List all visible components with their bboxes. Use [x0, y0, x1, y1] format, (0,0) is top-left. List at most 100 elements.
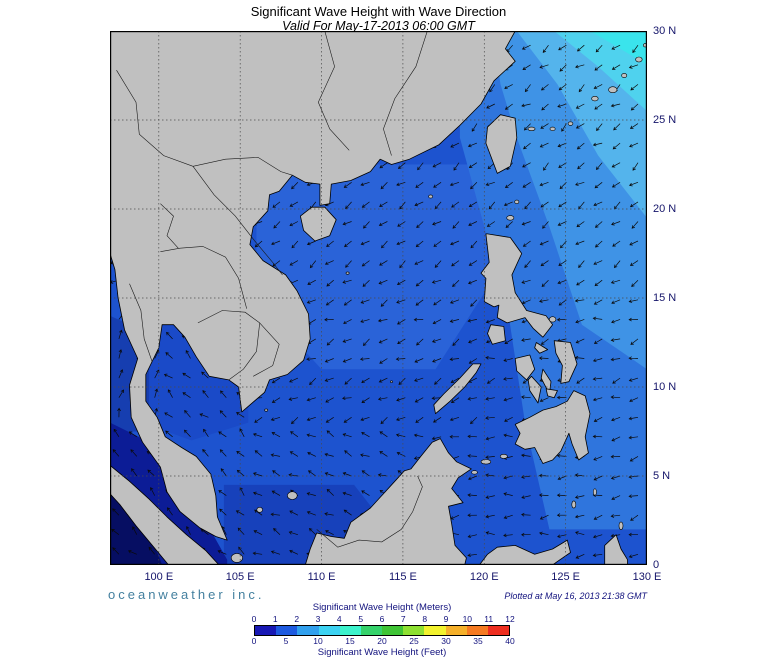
country-border	[192, 166, 283, 276]
colorbar-segment	[318, 626, 340, 635]
lon-tick-label: 120 E	[469, 571, 499, 583]
land-mass	[110, 464, 220, 565]
colorbar-segment	[276, 626, 298, 635]
island	[390, 380, 393, 383]
land-mass	[478, 539, 571, 565]
country-border	[316, 475, 423, 548]
longitude-axis: 100 E 105 E 110 E 115 E 120 E 125 E 130 E	[0, 571, 775, 585]
island	[618, 521, 624, 530]
colorbar-meters-scale: 0 1 2 3 4 5 6 7 8 9 10 11 12	[252, 614, 515, 625]
land-mass	[304, 438, 472, 565]
colorbar-segment	[487, 626, 510, 635]
colorbar-meters-tick: 11	[484, 614, 494, 624]
island	[230, 553, 243, 563]
colorbar-meters-tick: 2	[294, 614, 300, 624]
island	[499, 453, 508, 459]
lon-tick-label: 100 E	[144, 571, 174, 583]
colorbar-segment	[466, 626, 488, 635]
wave-height-zone	[590, 31, 647, 65]
island	[480, 459, 492, 465]
colorbar-segment	[297, 626, 319, 635]
land-mass	[553, 340, 578, 384]
colorbar-meters-tick: 6	[379, 614, 385, 624]
colorbar-feet-tick: 25	[409, 636, 419, 646]
land-mass	[514, 390, 591, 464]
country-border	[192, 157, 293, 176]
colorbar-meters-tick: 9	[443, 614, 449, 624]
land-mass	[487, 324, 506, 345]
island	[567, 121, 574, 126]
lon-tick-label: 105 E	[225, 571, 255, 583]
land-mass	[485, 114, 518, 174]
chart-title: Significant Wave Height with Wave Direct…	[250, 4, 507, 19]
island	[592, 488, 597, 496]
lat-tick-label: 15 N	[653, 292, 677, 304]
colorbar-meters-tick: 0	[251, 614, 257, 624]
island	[264, 408, 269, 412]
colorbar-feet-tick: 30	[441, 636, 451, 646]
colorbar-feet-tick: 20	[377, 636, 387, 646]
land-mass	[480, 233, 554, 338]
colorbar-segment	[403, 626, 425, 635]
land-mass	[534, 342, 549, 354]
lon-tick-label: 115 E	[388, 571, 417, 583]
lon-tick-label: 110 E	[307, 571, 336, 583]
island	[549, 126, 556, 131]
plotted-timestamp: Plotted at May 16, 2013 21:38 GMT	[504, 591, 647, 601]
colorbar-feet-tick: 10	[313, 636, 323, 646]
colorbar-meters-tick: 12	[505, 614, 515, 624]
land-mass	[514, 354, 536, 381]
wave-height-zone	[554, 31, 647, 112]
oceanweather-logo: oceanweather inc.	[108, 587, 265, 602]
colorbar-title-feet: Significant Wave Height (Feet)	[317, 647, 447, 658]
island	[591, 95, 599, 102]
chart-subtitle: Valid For May-17-2013 06:00 GMT	[282, 19, 475, 33]
land-mass	[545, 388, 558, 399]
island	[527, 126, 536, 131]
colorbar-meters-tick: 4	[336, 614, 342, 624]
country-border	[253, 322, 280, 377]
island	[428, 194, 433, 199]
colorbar-meters-tick: 7	[400, 614, 406, 624]
island	[608, 86, 618, 94]
colorbar-feet-scale: 0 5 10 15 20 25 30 35 40	[252, 636, 515, 647]
colorbar-segment	[424, 626, 446, 635]
island	[287, 491, 298, 500]
lat-tick-label: 25 N	[653, 114, 677, 126]
lat-tick-label: 30 N	[653, 25, 677, 37]
lon-tick-label: 125 E	[551, 571, 580, 583]
island	[506, 215, 515, 221]
island	[471, 470, 478, 475]
colorbar-title-meters: Significant Wave Height (Meters)	[312, 602, 452, 613]
land-mass	[110, 31, 516, 541]
colorbar-feet-tick: 0	[251, 636, 257, 646]
colorbar-segment	[382, 626, 404, 635]
land-mass	[527, 375, 542, 404]
land-mass	[299, 206, 337, 242]
island	[256, 506, 263, 513]
colorbar-segment	[255, 626, 277, 635]
island	[621, 73, 628, 78]
country-border	[383, 31, 428, 156]
colorbar-meters-tick: 8	[422, 614, 428, 624]
land-mass	[604, 534, 628, 565]
wave-height-map	[110, 31, 647, 565]
colorbar-feet-tick: 40	[505, 636, 515, 646]
island	[571, 500, 577, 509]
map-frame	[110, 31, 647, 565]
lat-tick-label: 10 N	[653, 381, 677, 393]
lat-tick-label: 0	[653, 559, 660, 571]
island	[549, 316, 557, 323]
land-mass	[433, 363, 482, 415]
lon-tick-label: 130 E	[632, 571, 662, 583]
colorbar-feet-tick: 35	[473, 636, 483, 646]
island	[514, 199, 520, 204]
country-border	[160, 203, 179, 249]
country-border	[116, 70, 194, 167]
island	[635, 56, 643, 63]
colorbar-meters-tick: 1	[272, 614, 278, 624]
island	[345, 271, 350, 275]
lat-tick-label: 5 N	[653, 470, 671, 482]
